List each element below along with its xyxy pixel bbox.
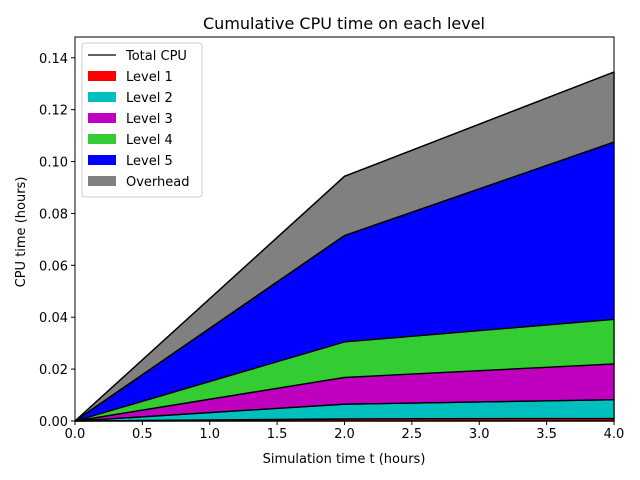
legend-swatch-level-3 xyxy=(88,113,116,123)
legend-label-level-1: Level 1 xyxy=(126,70,173,85)
x-tick-label: 2.0 xyxy=(334,427,355,442)
legend-swatch-level-2 xyxy=(88,92,116,102)
x-axis-title: Simulation time t (hours) xyxy=(263,452,426,467)
x-tick-label: 0.5 xyxy=(132,427,153,442)
y-tick-label: 0.08 xyxy=(39,207,68,222)
x-tick-label: 3.5 xyxy=(536,427,557,442)
x-tick-label: 4.0 xyxy=(604,427,625,442)
y-tick-label: 0.02 xyxy=(39,363,68,378)
legend-swatch-level-4 xyxy=(88,134,116,144)
legend-label-overhead: Overhead xyxy=(126,175,190,190)
legend-swatch-overhead xyxy=(88,176,116,186)
legend-swatch-level-5 xyxy=(88,155,116,165)
y-tick-label: 0.04 xyxy=(39,311,68,326)
x-tick-label: 0.0 xyxy=(65,427,86,442)
y-axis-title: CPU time (hours) xyxy=(14,177,29,288)
total-cpu-line-group xyxy=(74,71,615,422)
legend-label-level-3: Level 3 xyxy=(126,112,173,127)
legend-label-level-2: Level 2 xyxy=(126,91,173,106)
x-tick-label: 1.0 xyxy=(199,427,220,442)
y-tick-label: 0.00 xyxy=(39,415,68,430)
y-tick-label: 0.10 xyxy=(39,156,68,171)
legend-label-level-5: Level 5 xyxy=(126,154,173,169)
legend-swatch-level-1 xyxy=(88,71,116,81)
x-tick-label: 1.5 xyxy=(267,427,288,442)
x-tick-label: 2.5 xyxy=(402,427,423,442)
legend-label-total-cpu: Total CPU xyxy=(125,49,187,64)
chart-title: Cumulative CPU time on each level xyxy=(203,14,485,33)
x-axis-ticks: 0.0 0.5 1.0 1.5 2.0 2.5 3.0 3.5 4.0 xyxy=(65,421,625,442)
x-tick-label: 3.0 xyxy=(469,427,490,442)
y-axis-ticks: 0.00 0.02 0.04 0.06 0.08 0.10 0.12 0.14 xyxy=(39,52,75,430)
legend: Total CPU Level 1 Level 2 Level 3 Level 4 Lev… xyxy=(81,42,203,198)
legend-label-level-4: Level 4 xyxy=(126,133,173,148)
total-cpu-line xyxy=(74,71,615,422)
y-tick-label: 0.14 xyxy=(39,52,68,67)
y-tick-label: 0.06 xyxy=(39,259,68,274)
y-tick-label: 0.12 xyxy=(39,104,68,119)
